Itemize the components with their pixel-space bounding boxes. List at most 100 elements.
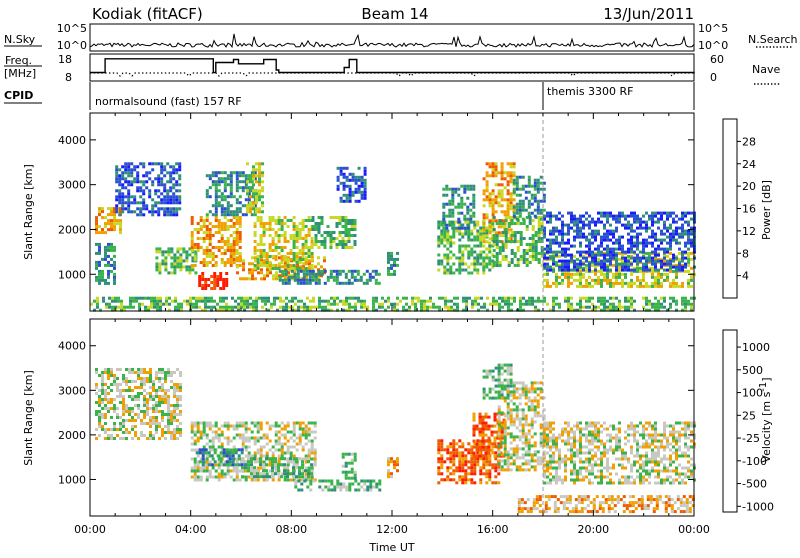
heatmap-cell [179, 265, 182, 268]
heatmap-cell [151, 213, 154, 216]
heatmap-cell [346, 179, 349, 182]
heatmap-cell [375, 486, 378, 489]
heatmap-cell [675, 221, 678, 224]
heatmap-cell [396, 469, 399, 472]
heatmap-cell [241, 469, 244, 472]
heatmap-cell [115, 168, 118, 171]
heatmap-cell [293, 243, 296, 246]
heatmap-cell [510, 198, 513, 201]
heatmap-cell [95, 264, 98, 267]
heatmap-cell [271, 460, 274, 463]
heatmap-cell [675, 230, 678, 233]
heatmap-cell [271, 469, 274, 472]
heatmap-cell [472, 212, 475, 215]
heatmap-cell [600, 254, 603, 257]
heatmap-cell [167, 425, 170, 428]
heatmap-cell [651, 267, 654, 270]
heatmap-cell [483, 306, 486, 309]
heatmap-cell [156, 297, 159, 300]
heatmap-cell [446, 269, 449, 272]
heatmap-cell [252, 192, 255, 195]
heatmap-cell [437, 227, 440, 230]
heatmap-cell [252, 171, 255, 174]
heatmap-cell [321, 489, 324, 492]
heatmap-cell [166, 198, 169, 201]
heatmap-cell [125, 368, 128, 371]
heatmap-cell [493, 255, 496, 258]
heatmap-cell [158, 268, 161, 271]
heatmap-cell [464, 230, 467, 233]
heatmap-cell [255, 300, 258, 303]
heatmap-cell [627, 224, 630, 227]
heatmap-cell [483, 213, 486, 216]
heatmap-cell [172, 201, 175, 204]
heatmap-cell [597, 248, 600, 251]
heatmap-cell [303, 276, 306, 279]
heatmap-cell [221, 207, 224, 210]
heatmap-cell [558, 218, 561, 221]
heatmap-cell [278, 437, 281, 440]
heatmap-cell [224, 228, 227, 231]
heatmap-cell [305, 431, 308, 434]
heatmap-cell [476, 254, 479, 257]
heatmap-cell [495, 198, 498, 201]
heatmap-cell [255, 198, 258, 201]
heatmap-cell [618, 276, 621, 279]
heatmap-cell [233, 210, 236, 213]
heatmap-cell [321, 216, 324, 219]
heatmap-cell [311, 470, 314, 473]
heatmap-cell [227, 467, 230, 470]
heatmap-cell [178, 174, 181, 177]
heatmap-cell [492, 168, 495, 171]
heatmap-cell [137, 437, 140, 440]
heatmap-cell [200, 216, 203, 219]
heatmap-cell [519, 303, 522, 306]
heatmap-cell [173, 392, 176, 395]
heatmap-cell [145, 174, 148, 177]
heatmap-cell [215, 180, 218, 183]
heatmap-cell [567, 279, 570, 282]
heatmap-cell [672, 212, 675, 215]
heatmap-cell [113, 422, 116, 425]
heatmap-cell [236, 259, 239, 262]
heatmap-cell [224, 264, 227, 267]
heatmap-cell [256, 472, 259, 475]
heatmap-cell [206, 213, 209, 216]
heatmap-cell [466, 197, 469, 200]
heatmap-cell [588, 251, 591, 254]
heatmap-cell [299, 258, 302, 261]
heatmap-cell [224, 189, 227, 192]
heatmap-cell [216, 284, 219, 287]
heatmap-cell [684, 245, 687, 248]
heatmap-cell [461, 233, 464, 236]
heatmap-cell [519, 209, 522, 212]
heatmap-cell [537, 185, 540, 188]
heatmap-cell [514, 231, 517, 234]
heatmap-cell [336, 237, 339, 240]
heatmap-cell [600, 251, 603, 254]
freq-label-line2: [MHz] [4, 67, 36, 80]
heatmap-cell [516, 176, 519, 179]
heatmap-cell [317, 256, 320, 259]
heatmap-cell [218, 180, 221, 183]
heatmap-cell [218, 437, 221, 440]
heatmap-cell [621, 224, 624, 227]
heatmap-cell [237, 303, 240, 306]
heatmap-cell [348, 453, 351, 456]
heatmap-cell [266, 437, 269, 440]
heatmap-cell [254, 425, 257, 428]
heatmap-cell [209, 422, 212, 425]
heatmap-cell [196, 451, 199, 454]
heatmap-cell [558, 212, 561, 215]
heatmap-cell [164, 401, 167, 404]
heatmap-cell [345, 240, 348, 243]
heatmap-cell [131, 425, 134, 428]
heatmap-cell [486, 174, 489, 177]
heatmap-cell [615, 254, 618, 257]
heatmap-cell [204, 306, 207, 309]
heatmap-cell [209, 240, 212, 243]
heatmap-cell [294, 297, 297, 300]
heatmap-cell [489, 195, 492, 198]
heatmap-cell [606, 306, 609, 309]
